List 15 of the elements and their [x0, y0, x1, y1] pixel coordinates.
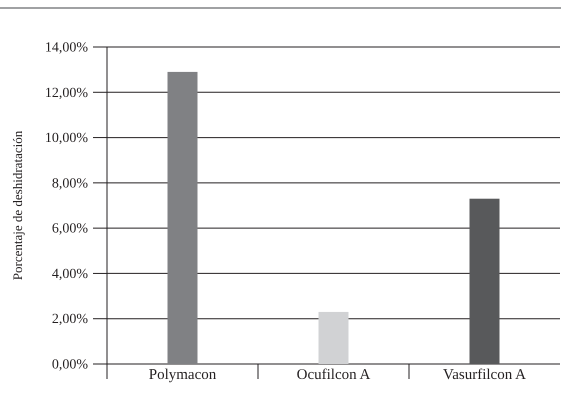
y-tick-label: 2,00%	[52, 312, 88, 328]
y-tick-label: 14,00%	[44, 40, 88, 56]
x-tick-label: Polymacon	[148, 367, 217, 383]
x-tick-label: Ocufilcon A	[296, 367, 371, 383]
y-tick-label: 4,00%	[52, 266, 88, 282]
y-tick-label: 12,00%	[44, 86, 88, 101]
bar	[318, 312, 348, 364]
y-axis-title: Porcentaje de deshidratación	[10, 130, 25, 280]
bar	[470, 198, 500, 364]
y-tick-label: 10,00%	[44, 131, 88, 146]
y-tick-label: 8,00%	[52, 176, 88, 192]
y-tick-label: 0,00%	[52, 357, 88, 372]
x-tick-label: Vasurfilcon A	[443, 367, 526, 383]
bar	[168, 72, 198, 364]
y-tick-label: 6,00%	[52, 222, 88, 237]
